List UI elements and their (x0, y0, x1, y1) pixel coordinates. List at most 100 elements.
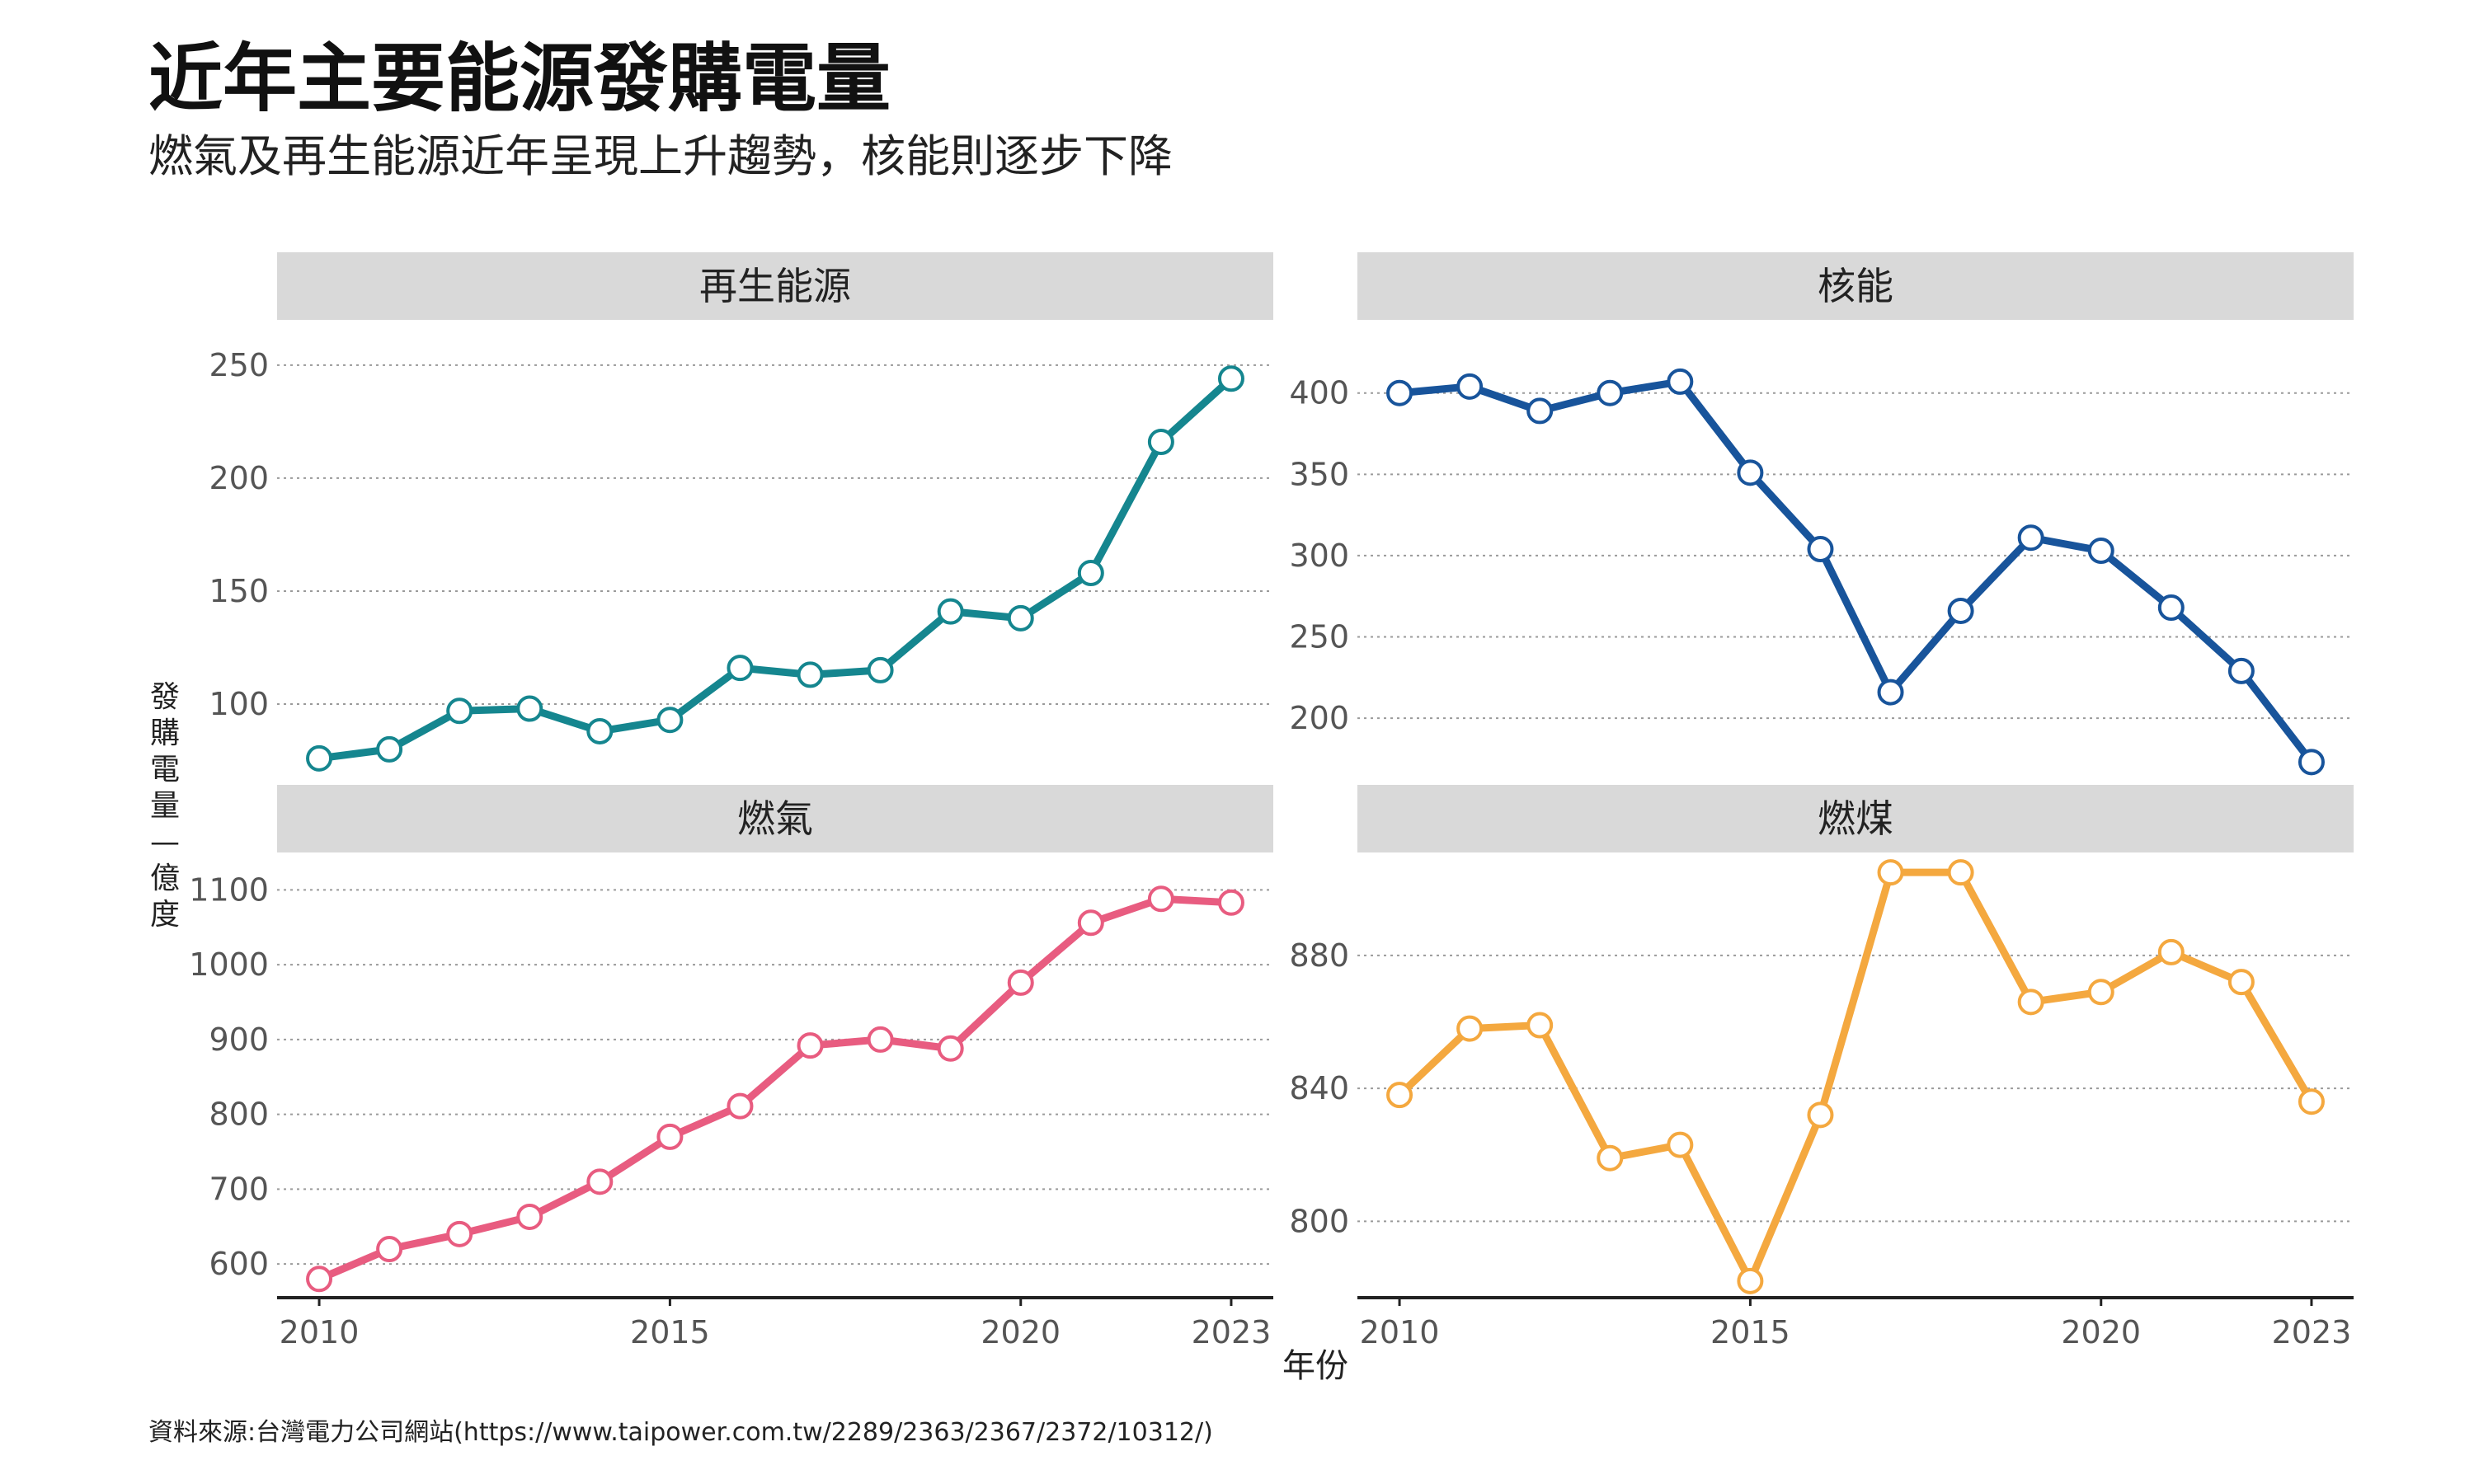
data-point (1597, 1144, 1624, 1172)
data-point (1456, 1015, 1484, 1042)
x-tick-label: 2015 (630, 1314, 710, 1350)
x-tick-label: 2020 (981, 1314, 1061, 1350)
data-point (1386, 1082, 1413, 1109)
data-point (306, 744, 333, 772)
y-tick-label: 100 (209, 686, 269, 722)
data-point (306, 1266, 333, 1293)
facet-label: 燃煤 (1818, 796, 1893, 841)
y-tick-label: 900 (209, 1021, 269, 1058)
data-point (2087, 979, 2114, 1006)
facet-label: 燃氣 (737, 796, 813, 841)
facet-label: 再生能源 (699, 264, 851, 308)
data-point (1147, 429, 1174, 456)
data-point (586, 1168, 614, 1195)
facet-strip (277, 252, 1273, 320)
source-note: 資料來源:台灣電力公司網站(https://www.taipower.com.t… (148, 1418, 1213, 1447)
data-point (727, 1092, 754, 1120)
y-tick-label: 200 (1289, 700, 1349, 736)
data-point (2157, 938, 2185, 965)
data-point (586, 717, 614, 744)
data-point (1386, 379, 1413, 406)
data-point (797, 661, 824, 688)
chart-title: 近年主要能源發購電量 (148, 35, 891, 122)
x-tick-label: 2010 (280, 1314, 360, 1350)
facet-strip (277, 785, 1273, 852)
y-tick-label: 1100 (189, 871, 269, 908)
y-tick-label: 300 (1289, 538, 1349, 574)
data-point (1667, 1131, 1694, 1158)
series-line (1395, 378, 2316, 766)
data-point (1007, 969, 1034, 996)
data-point (1007, 604, 1034, 632)
data-point (1667, 368, 1694, 395)
panel-燃煤: 燃煤 800 840 880 2010 2015 2020 2023 (1289, 785, 2354, 1350)
data-point (2017, 524, 2044, 552)
panel-核能: 核能 200 250 300 350 400 (1289, 252, 2354, 776)
y-tick-label: 800 (209, 1097, 269, 1133)
y-tick-label: 250 (209, 347, 269, 383)
y-tick-label: 250 (1289, 619, 1349, 655)
facet-label: 核能 (1818, 264, 1893, 308)
x-tick-label: 2023 (2272, 1314, 2352, 1350)
y-tick-label: 200 (209, 460, 269, 496)
data-point (1807, 1101, 1834, 1129)
data-point (516, 695, 543, 722)
data-point (1947, 859, 1974, 886)
data-point (797, 1032, 824, 1059)
data-point (376, 735, 403, 763)
y-tick-label: 880 (1289, 937, 1349, 974)
y-tick-label: 700 (209, 1171, 269, 1207)
data-point (2087, 538, 2114, 565)
facet-strip (1357, 252, 2354, 320)
y-tick-label: 800 (1289, 1203, 1349, 1239)
data-point (867, 656, 894, 683)
panel-燃氣: 燃氣 600 700 800 900 1000 1100 2010 2015 2020 2023 (189, 785, 1273, 1350)
data-point (2157, 594, 2185, 622)
x-tick-label: 2020 (2061, 1314, 2141, 1350)
series-line (1395, 868, 2316, 1285)
data-point (1597, 379, 1624, 406)
data-point (656, 707, 684, 734)
data-point (1526, 1012, 1554, 1039)
data-point (1456, 373, 1484, 400)
data-point (1077, 909, 1104, 937)
y-tick-label: 600 (209, 1246, 269, 1282)
y-tick-label: 150 (209, 573, 269, 609)
data-point (2227, 657, 2255, 684)
data-point (656, 1123, 684, 1150)
data-point (1217, 365, 1244, 392)
y-tick-label: 1000 (189, 946, 269, 983)
y-axis-label: 發購電量—億度 (149, 680, 180, 932)
y-tick-label: 840 (1289, 1070, 1349, 1106)
data-point (446, 1220, 473, 1247)
data-point (2017, 989, 2044, 1016)
data-point (1877, 859, 1904, 886)
data-point (1526, 397, 1554, 425)
x-tick-label: 2015 (1710, 1314, 1790, 1350)
y-tick-label: 350 (1289, 456, 1349, 492)
data-point (1077, 560, 1104, 587)
data-point (937, 598, 964, 625)
data-point (937, 1035, 964, 1062)
panel-再生能源: 再生能源 100 150 200 250 (209, 252, 1273, 772)
data-point (516, 1203, 543, 1230)
data-point (2227, 969, 2255, 996)
data-point (446, 697, 473, 725)
data-point (1877, 679, 1904, 706)
data-point (867, 1026, 894, 1053)
data-point (1807, 536, 1834, 563)
data-point (376, 1236, 403, 1263)
data-point (1947, 597, 1974, 624)
data-point (1737, 459, 1764, 486)
facet-strip (1357, 785, 2354, 852)
x-tick-label: 2023 (1192, 1314, 1272, 1350)
data-point (2298, 749, 2325, 776)
data-point (1737, 1267, 1764, 1294)
data-point (1217, 889, 1244, 916)
data-point (2298, 1088, 2325, 1115)
x-tick-label: 2010 (1360, 1314, 1440, 1350)
data-point (727, 655, 754, 682)
chart-subtitle: 燃氣及再生能源近年呈現上升趨勢，核能則逐步下降 (148, 130, 1173, 182)
x-axis-label: 年份 (1282, 1347, 1348, 1385)
